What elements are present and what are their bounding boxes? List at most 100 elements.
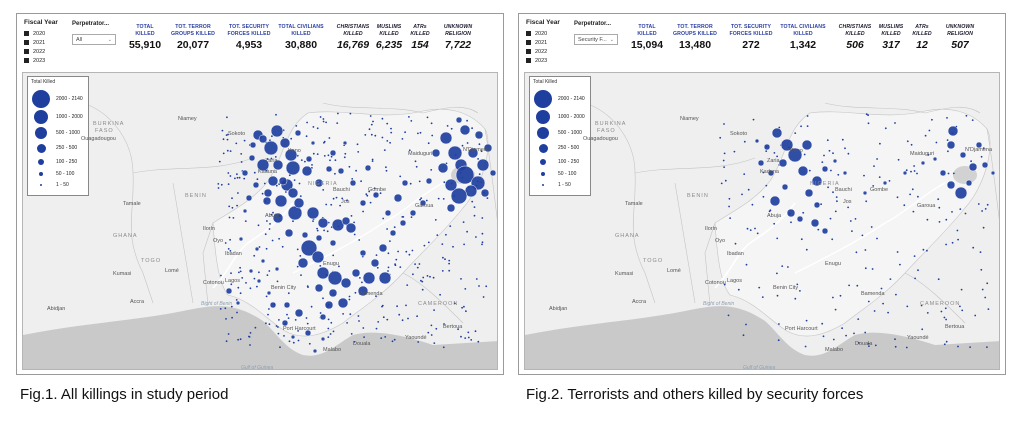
checkbox-checked-icon[interactable]	[526, 31, 531, 36]
incident-dot-small[interactable]	[433, 309, 435, 311]
incident-bubble[interactable]	[409, 209, 417, 217]
incident-dot-small[interactable]	[448, 262, 450, 265]
incident-dot-small[interactable]	[418, 180, 421, 183]
incident-dot-small[interactable]	[397, 250, 399, 253]
incident-dot-small[interactable]	[236, 176, 239, 179]
incident-dot-small[interactable]	[338, 265, 340, 268]
incident-dot-small[interactable]	[896, 196, 899, 199]
incident-dot-small[interactable]	[296, 154, 299, 157]
incident-dot-small[interactable]	[422, 276, 425, 279]
incident-dot-small[interactable]	[720, 182, 723, 185]
incident-bubble[interactable]	[781, 183, 789, 191]
incident-dot-small[interactable]	[225, 340, 228, 343]
incident-bubble[interactable]	[811, 175, 823, 187]
fiscal-year-option[interactable]: 2023	[24, 56, 74, 65]
incident-dot-small[interactable]	[276, 280, 279, 283]
incident-dot-small[interactable]	[937, 278, 940, 281]
incident-bubble[interactable]	[325, 165, 333, 173]
incident-bubble[interactable]	[285, 160, 301, 176]
incident-dot-small[interactable]	[414, 263, 416, 265]
incident-dot-small[interactable]	[330, 321, 333, 324]
incident-dot-small[interactable]	[804, 345, 807, 348]
incident-dot-small[interactable]	[357, 315, 360, 317]
incident-dot-small[interactable]	[847, 206, 849, 209]
incident-dot-small[interactable]	[821, 161, 824, 163]
incident-dot-small[interactable]	[327, 336, 330, 338]
incident-bubble[interactable]	[450, 187, 468, 205]
incident-dot-small[interactable]	[266, 274, 269, 276]
incident-dot-small[interactable]	[334, 172, 336, 175]
incident-dot-small[interactable]	[382, 217, 385, 220]
incident-dot-small[interactable]	[445, 233, 447, 236]
incident-dot-small[interactable]	[448, 269, 451, 272]
incident-bubble[interactable]	[272, 212, 284, 224]
incident-dot-small[interactable]	[427, 142, 430, 145]
incident-dot-small[interactable]	[439, 293, 441, 296]
incident-bubble[interactable]	[813, 201, 821, 209]
incident-dot-small[interactable]	[264, 233, 267, 236]
incident-bubble[interactable]	[378, 243, 388, 253]
checkbox-checked-icon[interactable]	[526, 49, 531, 54]
incident-dot-small[interactable]	[477, 158, 479, 160]
incident-dot-small[interactable]	[277, 326, 279, 328]
incident-dot-small[interactable]	[910, 143, 913, 146]
incident-dot-small[interactable]	[368, 128, 371, 131]
checkbox-checked-icon[interactable]	[24, 58, 29, 63]
incident-dot-small[interactable]	[855, 251, 858, 254]
incident-dot-small[interactable]	[461, 144, 464, 147]
incident-dot-small[interactable]	[230, 283, 233, 286]
incident-dot-small[interactable]	[745, 323, 747, 326]
incident-dot-small[interactable]	[847, 152, 850, 155]
incident-dot-small[interactable]	[300, 274, 302, 276]
incident-dot-small[interactable]	[374, 134, 377, 137]
incident-dot-small[interactable]	[269, 223, 271, 225]
incident-dot-small[interactable]	[362, 327, 365, 329]
incident-dot-small[interactable]	[329, 159, 331, 162]
incident-bubble[interactable]	[821, 165, 829, 173]
incident-bubble[interactable]	[254, 246, 260, 252]
incident-dot-small[interactable]	[270, 157, 273, 160]
incident-dot-small[interactable]	[916, 172, 918, 175]
incident-dot-small[interactable]	[723, 166, 725, 168]
incident-dot-small[interactable]	[304, 160, 306, 163]
incident-dot-small[interactable]	[897, 158, 900, 161]
incident-dot-small[interactable]	[871, 268, 874, 270]
incident-bubble[interactable]	[284, 228, 294, 238]
incident-dot-small[interactable]	[453, 302, 456, 305]
fiscal-year-option[interactable]: 2021	[526, 38, 576, 47]
incident-dot-small[interactable]	[839, 294, 842, 297]
incident-bubble[interactable]	[256, 158, 270, 172]
incident-dot-small[interactable]	[316, 227, 318, 230]
incident-dot-small[interactable]	[325, 203, 328, 206]
incident-dot-small[interactable]	[239, 338, 242, 341]
incident-dot-small[interactable]	[353, 221, 355, 224]
incident-dot-small[interactable]	[894, 122, 896, 124]
incident-dot-small[interactable]	[228, 216, 231, 219]
incident-dot-small[interactable]	[241, 277, 244, 279]
incident-dot-small[interactable]	[332, 330, 335, 333]
incident-dot-small[interactable]	[773, 152, 776, 154]
incident-dot-small[interactable]	[288, 340, 291, 343]
incident-dot-small[interactable]	[927, 154, 930, 156]
incident-dot-small[interactable]	[268, 270, 271, 272]
incident-dot-small[interactable]	[418, 263, 421, 265]
incident-bubble[interactable]	[294, 308, 304, 318]
incident-dot-small[interactable]	[385, 169, 388, 172]
incident-dot-small[interactable]	[796, 283, 799, 286]
incident-dot-small[interactable]	[865, 200, 868, 203]
incident-dot-small[interactable]	[288, 174, 291, 177]
incident-dot-small[interactable]	[348, 298, 351, 301]
incident-dot-small[interactable]	[394, 263, 396, 266]
incident-dot-small[interactable]	[245, 282, 247, 284]
incident-dot-small[interactable]	[959, 305, 961, 308]
incident-dot-small[interactable]	[986, 282, 989, 285]
incident-dot-small[interactable]	[723, 283, 726, 286]
incident-dot-small[interactable]	[946, 139, 949, 141]
incident-bubble[interactable]	[832, 158, 838, 164]
incident-dot-small[interactable]	[310, 305, 313, 308]
incident-dot-small[interactable]	[218, 160, 221, 163]
checkbox-checked-icon[interactable]	[526, 40, 531, 45]
incident-dot-small[interactable]	[356, 143, 359, 146]
incident-dot-small[interactable]	[751, 203, 754, 206]
incident-dot-small[interactable]	[957, 238, 959, 241]
